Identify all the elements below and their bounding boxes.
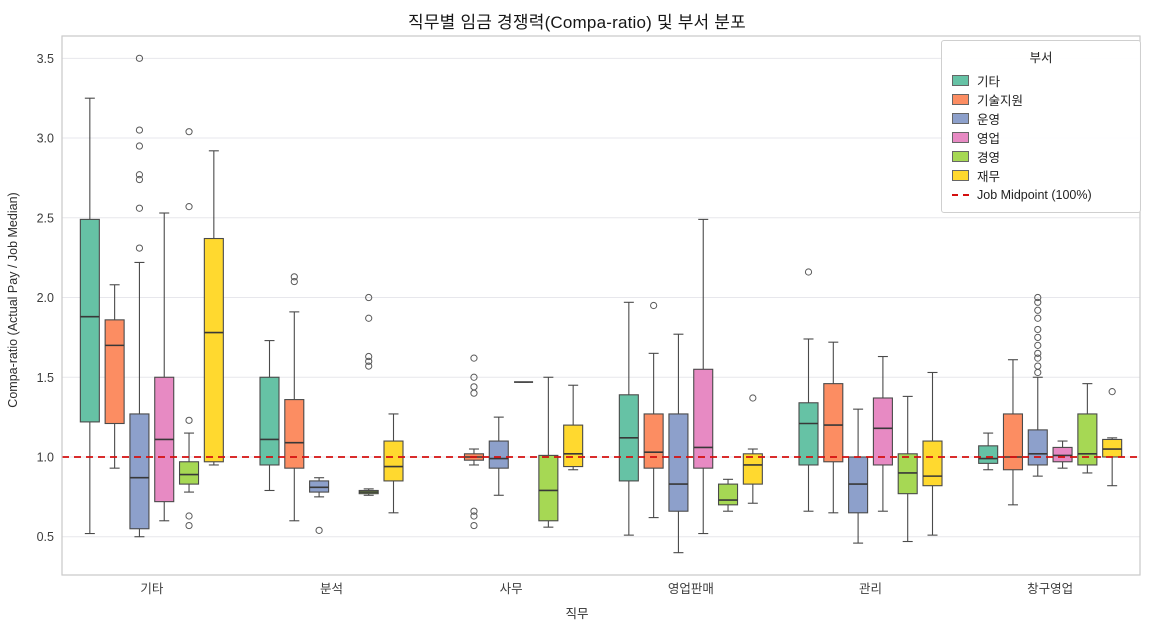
legend-label: 기타: [977, 75, 1001, 89]
legend-label: 영업: [977, 132, 1001, 146]
legend-item: 영업: [952, 128, 1130, 147]
legend-item: 재무: [952, 166, 1130, 185]
svg-text:관리: 관리: [859, 582, 882, 596]
svg-text:사무: 사무: [500, 582, 523, 596]
legend-item-reference-line: Job Midpoint (100%): [952, 185, 1130, 204]
legend-label: 기술지원: [977, 94, 1024, 108]
legend-title: 부서: [1029, 51, 1053, 65]
legend-swatch: [952, 132, 969, 143]
svg-text:3.0: 3.0: [37, 132, 54, 146]
svg-text:3.5: 3.5: [37, 52, 54, 66]
legend-swatch: [952, 75, 969, 86]
legend-item: 운영: [952, 109, 1130, 128]
legend-swatch: [952, 94, 969, 105]
legend-swatch: [952, 113, 969, 124]
y-axis-label: Compa-ratio (Actual Pay / Job Median): [6, 192, 20, 408]
x-axis-label: 직무: [565, 607, 589, 621]
legend-label: 경영: [977, 151, 1001, 165]
svg-text:기타: 기타: [140, 582, 164, 596]
legend-label: 재무: [977, 170, 1001, 184]
legend-item: 기타: [952, 71, 1130, 90]
legend-item: 경영: [952, 147, 1130, 166]
svg-text:창구영업: 창구영업: [1027, 582, 1073, 596]
svg-text:2.5: 2.5: [37, 211, 54, 225]
chart-title: 직무별 임금 경쟁력(Compa-ratio) 및 부서 분포: [408, 13, 746, 32]
dashed-line-sample: [952, 193, 969, 196]
legend-swatch: [952, 151, 969, 162]
svg-text:1.0: 1.0: [37, 450, 54, 464]
svg-text:2.0: 2.0: [37, 291, 54, 305]
legend-label: 운영: [977, 113, 1001, 127]
svg-text:0.5: 0.5: [37, 530, 54, 544]
svg-text:영업판매: 영업판매: [668, 582, 714, 596]
svg-text:분석: 분석: [320, 582, 343, 596]
legend-label: Job Midpoint (100%): [977, 187, 1092, 202]
legend-swatch: [952, 170, 969, 181]
legend-item: 기술지원: [952, 90, 1130, 109]
svg-text:1.5: 1.5: [37, 371, 54, 385]
